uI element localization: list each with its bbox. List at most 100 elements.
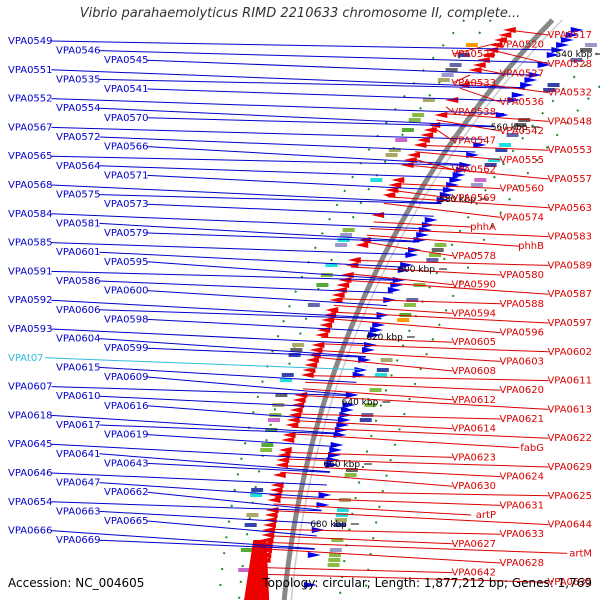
gene-label[interactable]: VPA0583	[547, 232, 592, 243]
gene-label[interactable]: VPA0643	[104, 458, 149, 469]
cog-block-inner[interactable]	[434, 243, 447, 247]
gene-label[interactable]: VPA0541	[104, 84, 149, 95]
forward-gene-arrow[interactable]	[372, 322, 386, 328]
gene-label[interactable]: VPA0630	[451, 481, 496, 492]
gene-label[interactable]: VPA0646	[8, 468, 53, 479]
reverse-gene-arrow[interactable]	[276, 457, 290, 463]
gene-label[interactable]: VPA0603	[499, 356, 544, 367]
cog-block-outer[interactable]	[280, 378, 293, 382]
gene-label[interactable]: VPA0631	[499, 500, 544, 511]
gene-label[interactable]: VPA0567	[8, 122, 53, 133]
forward-gene-arrow[interactable]	[362, 347, 376, 353]
cog-block-inner[interactable]	[484, 163, 497, 167]
gene-label[interactable]: VPA0607	[8, 382, 53, 393]
cog-block-outer[interactable]	[244, 523, 257, 527]
forward-gene-arrow[interactable]	[345, 392, 359, 398]
gene-label[interactable]: VPAt07	[8, 353, 44, 364]
cog-block-outer[interactable]	[238, 568, 251, 572]
gene-label[interactable]: phhB	[518, 241, 544, 252]
reverse-gene-arrow[interactable]	[262, 522, 276, 528]
reverse-gene-arrow[interactable]	[288, 412, 302, 418]
forward-gene-arrow[interactable]	[452, 172, 466, 178]
cog-block-outer[interactable]	[265, 428, 278, 432]
forward-gene-arrow[interactable]	[387, 287, 401, 293]
forward-gene-arrow[interactable]	[507, 97, 521, 103]
reverse-gene-arrow[interactable]	[336, 282, 350, 288]
cog-block-inner[interactable]	[474, 178, 487, 182]
cog-block-inner[interactable]	[328, 558, 341, 562]
forward-gene-arrow[interactable]	[368, 332, 382, 338]
cog-block-inner[interactable]	[334, 523, 346, 527]
gene-label[interactable]: VPA0527	[499, 68, 544, 79]
forward-gene-arrow[interactable]	[520, 82, 534, 88]
reverse-gene-arrow[interactable]	[265, 507, 279, 513]
gene-label[interactable]: VPA0563	[547, 203, 592, 214]
cog-block-outer[interactable]	[275, 393, 288, 397]
cog-block-inner[interactable]	[364, 403, 377, 407]
forward-gene-arrow[interactable]	[328, 452, 342, 458]
gene-label[interactable]: VPA0628	[499, 558, 544, 569]
gene-label[interactable]: VPA0610	[56, 391, 101, 402]
gene-label[interactable]: VPA0666	[8, 526, 53, 537]
cog-block-inner[interactable]	[397, 318, 410, 322]
cog-block-outer[interactable]	[246, 513, 259, 517]
cog-block-inner[interactable]	[329, 553, 342, 557]
reverse-gene-arrow[interactable]	[302, 367, 316, 373]
reverse-gene-arrow[interactable]	[305, 357, 319, 363]
forward-gene-arrow[interactable]	[318, 492, 332, 498]
gene-label[interactable]: VPA0545	[104, 55, 149, 66]
gene-label[interactable]: VPA0619	[104, 430, 149, 441]
gene-label[interactable]: VPA0554	[56, 103, 101, 114]
cog-block-inner[interactable]	[334, 518, 347, 522]
cog-block-outer[interactable]	[268, 418, 281, 422]
gene-label[interactable]: VPA0625	[547, 491, 592, 502]
gene-label[interactable]: VPA0596	[499, 328, 544, 339]
gene-label[interactable]: VPA0600	[104, 286, 149, 297]
cog-block-inner[interactable]	[327, 563, 340, 567]
dense-reverse-block[interactable]	[244, 540, 270, 600]
gene-label[interactable]: VPA0570	[104, 113, 149, 124]
reverse-gene-arrow[interactable]	[391, 177, 405, 183]
reverse-gene-arrow[interactable]	[289, 407, 303, 413]
forward-gene-arrow[interactable]	[416, 232, 430, 238]
forward-gene-arrow[interactable]	[524, 77, 538, 83]
gene-label[interactable]: VPA0523	[451, 49, 496, 60]
reverse-gene-arrow[interactable]	[340, 272, 354, 278]
gene-label[interactable]: VPA0616	[104, 401, 149, 412]
cog-block-inner[interactable]	[470, 183, 483, 187]
gene-label[interactable]: VPA0538	[451, 107, 496, 118]
gene-label[interactable]: VPA0568	[8, 180, 53, 191]
gene-label[interactable]: VPA0590	[451, 280, 496, 291]
cog-block-inner[interactable]	[331, 538, 344, 542]
forward-gene-arrow[interactable]	[449, 177, 463, 183]
forward-gene-arrow[interactable]	[511, 92, 525, 98]
reverse-gene-arrow[interactable]	[300, 372, 314, 378]
cog-block-outer[interactable]	[316, 283, 329, 287]
gene-label[interactable]: VPA0579	[104, 228, 149, 239]
gene-label[interactable]: VPA0532	[547, 88, 592, 99]
gene-label[interactable]: VPA0573	[104, 199, 149, 210]
gene-label[interactable]: VPA0629	[547, 462, 592, 473]
gene-label[interactable]: VPA0604	[56, 334, 101, 345]
gene-label[interactable]: VPA0517	[547, 30, 592, 41]
reverse-gene-arrow[interactable]	[272, 472, 286, 478]
gene-label[interactable]: fabG	[520, 443, 544, 454]
cog-block-outer[interactable]	[260, 448, 273, 452]
reverse-gene-arrow[interactable]	[261, 532, 275, 538]
forward-gene-arrow[interactable]	[307, 552, 321, 558]
cog-block-outer[interactable]	[465, 43, 478, 47]
gene-label[interactable]: VPA0606	[56, 305, 101, 316]
gene-label[interactable]: VPA0566	[104, 142, 149, 153]
reverse-gene-arrow[interactable]	[315, 332, 329, 338]
gene-label[interactable]: VPA0569	[451, 193, 496, 204]
gene-label[interactable]: VPA0620	[499, 385, 544, 396]
reverse-gene-arrow[interactable]	[434, 112, 448, 118]
cog-block-outer[interactable]	[385, 153, 398, 157]
gene-label[interactable]: VPA0589	[547, 260, 592, 271]
cog-block-inner[interactable]	[335, 513, 348, 517]
reverse-gene-arrow[interactable]	[263, 517, 277, 523]
cog-block-inner[interactable]	[495, 148, 508, 152]
reverse-gene-arrow[interactable]	[382, 192, 396, 198]
cog-block-outer[interactable]	[449, 63, 462, 67]
gene-label[interactable]: VPA0588	[499, 299, 544, 310]
